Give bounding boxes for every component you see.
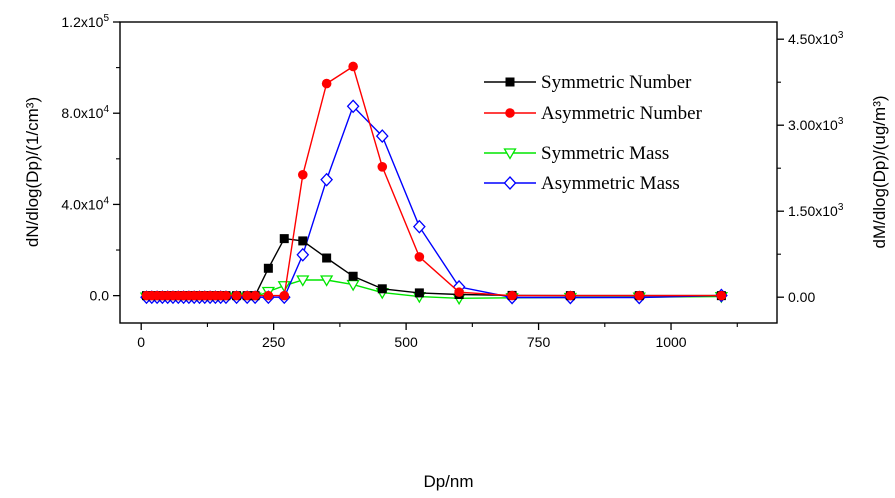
data-point-asymmetric-number xyxy=(348,61,358,72)
series-line-symmetric-number xyxy=(146,237,722,297)
data-point-asymmetric-number xyxy=(716,290,727,301)
series-asymmetric-mass xyxy=(140,99,728,305)
x-tick-label: 500 xyxy=(394,334,418,350)
data-point-symmetric-number xyxy=(298,236,308,246)
x-tick-label: 0 xyxy=(137,334,145,350)
x-tick-label: 250 xyxy=(262,334,286,350)
legend-label: Asymmetric Number xyxy=(541,103,703,124)
legend-swatch-marker xyxy=(503,148,517,160)
data-point-asymmetric-number xyxy=(279,290,290,301)
data-point-asymmetric-number xyxy=(263,290,274,301)
data-point-asymmetric-number xyxy=(231,290,242,301)
data-point-symmetric-number xyxy=(263,263,273,273)
data-point-symmetric-number xyxy=(348,271,358,281)
series-symmetric-number xyxy=(141,234,726,301)
legend-item-asymmetric-mass: Asymmetric Mass xyxy=(484,173,680,194)
legend-swatch-marker xyxy=(505,108,515,118)
right-y-tick-label: 1.50x103 xyxy=(788,202,844,219)
data-point-symmetric-number xyxy=(322,253,332,263)
data-point-asymmetric-number xyxy=(297,169,308,180)
legend-item-symmetric-mass: Symmetric Mass xyxy=(484,143,669,164)
data-point-asymmetric-mass xyxy=(346,99,360,114)
data-point-asymmetric-number xyxy=(221,290,231,301)
left-y-tick-label: 4.0x104 xyxy=(61,195,109,212)
data-point-asymmetric-number xyxy=(565,290,576,301)
right-y-tick-label: 3.00x103 xyxy=(788,116,844,133)
data-point-asymmetric-number xyxy=(321,78,332,89)
legend-label: Asymmetric Mass xyxy=(541,173,680,194)
series-layer xyxy=(139,61,728,306)
data-point-asymmetric-mass xyxy=(375,129,389,144)
x-tick-label: 750 xyxy=(527,334,551,350)
right-y-tick-label: 4.50x103 xyxy=(788,30,844,47)
legend-swatch-marker xyxy=(503,176,517,190)
data-point-asymmetric-number xyxy=(242,290,252,301)
data-point-asymmetric-number xyxy=(377,161,388,172)
left-y-tick-label: 0.0 xyxy=(90,288,110,304)
legend-item-asymmetric-number: Asymmetric Number xyxy=(484,103,703,124)
data-point-asymmetric-mass xyxy=(412,219,426,234)
data-point-symmetric-mass xyxy=(277,281,291,293)
legend-label: Symmetric Number xyxy=(541,72,692,93)
left-y-tick-label: 1.2x105 xyxy=(61,13,109,30)
legend-label: Symmetric Mass xyxy=(541,143,669,164)
legend-item-symmetric-number: Symmetric Number xyxy=(484,72,692,93)
data-point-asymmetric-number xyxy=(634,290,645,301)
legend: Symmetric Number Asymmetric Number Symmetr… xyxy=(484,72,703,194)
data-point-asymmetric-mass xyxy=(296,247,310,262)
legend-swatch-marker xyxy=(505,77,515,87)
data-point-symmetric-mass xyxy=(320,275,334,287)
data-point-symmetric-mass xyxy=(296,275,310,287)
data-point-asymmetric-number xyxy=(454,287,464,298)
left-y-axis-title: dN/dlog(Dp)/(1/cm³) xyxy=(23,97,42,247)
x-tick-label: 1000 xyxy=(655,334,686,350)
series-asymmetric-number xyxy=(141,61,727,301)
series-line-asymmetric-mass xyxy=(146,105,722,299)
right-y-tick-label: 0.00 xyxy=(788,289,815,305)
plot-frame xyxy=(119,21,778,324)
x-axis-title: Dp/nm xyxy=(423,472,473,491)
data-point-symmetric-number xyxy=(279,234,289,244)
data-point-asymmetric-mass xyxy=(320,172,334,187)
right-y-axis-title: dM/dlog(Dp)/(ug/m³) xyxy=(870,95,889,248)
tick-labels: 0 250 500 750 1000 0.0 4.0x104 8.0x104 1.2x105 0.… xyxy=(61,13,843,350)
data-point-symmetric-number xyxy=(377,284,387,294)
axis-ticks xyxy=(113,21,784,330)
left-y-tick-label: 8.0x104 xyxy=(61,104,109,121)
data-point-asymmetric-number xyxy=(414,252,425,262)
data-point-asymmetric-number xyxy=(507,290,517,301)
data-point-asymmetric-number xyxy=(250,290,260,301)
data-point-symmetric-number xyxy=(414,288,424,298)
